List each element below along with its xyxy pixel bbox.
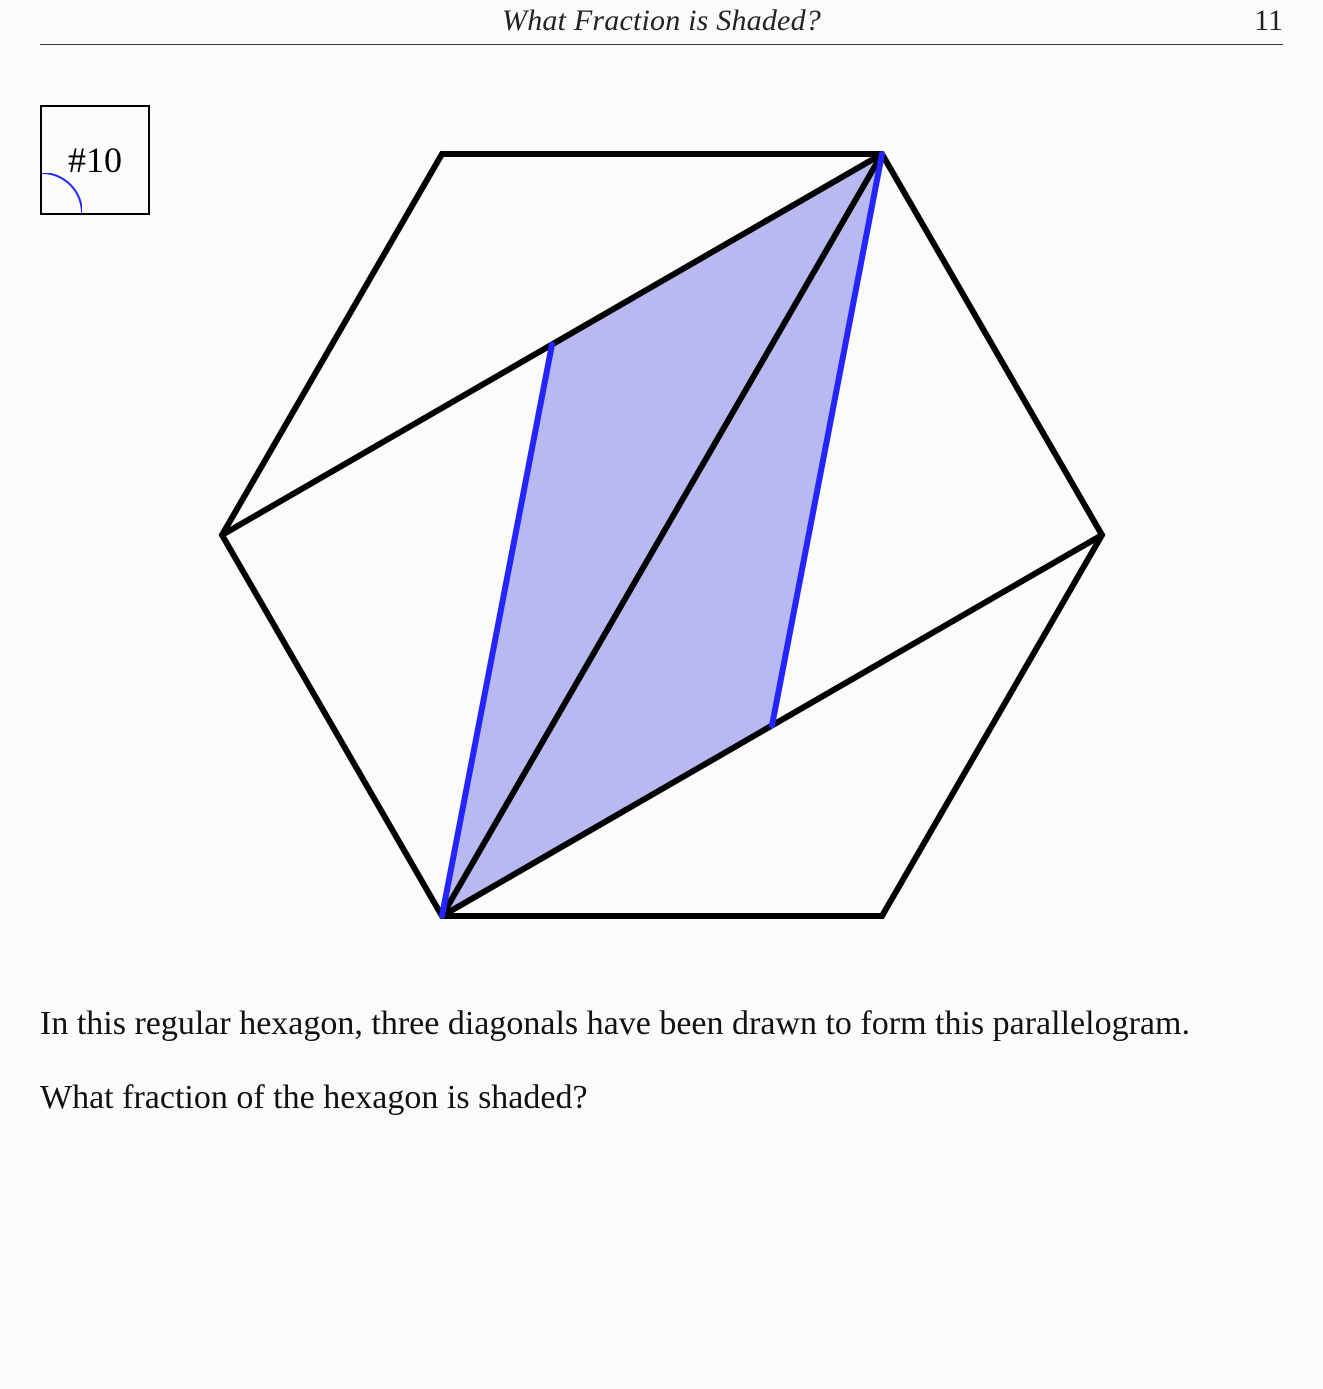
running-title: What Fraction is Shaded? bbox=[502, 4, 821, 38]
page-body: #10 In this regular hexagon, three diago… bbox=[0, 45, 1323, 1189]
hexagon-diagram bbox=[182, 105, 1142, 965]
page-number: 11 bbox=[1254, 4, 1283, 38]
badge-arc-icon bbox=[42, 173, 82, 213]
problem-number-badge: #10 bbox=[40, 105, 150, 215]
page: What Fraction is Shaded? 11 #10 In this … bbox=[0, 0, 1323, 1189]
page-header: What Fraction is Shaded? 11 bbox=[40, 0, 1283, 45]
caption-line-2: What fraction of the hexagon is shaded? bbox=[40, 1075, 1283, 1121]
caption-line-1: In this regular hexagon, three diagonals… bbox=[40, 1001, 1283, 1047]
problem-caption: In this regular hexagon, three diagonals… bbox=[40, 1001, 1283, 1121]
figure bbox=[40, 105, 1283, 965]
